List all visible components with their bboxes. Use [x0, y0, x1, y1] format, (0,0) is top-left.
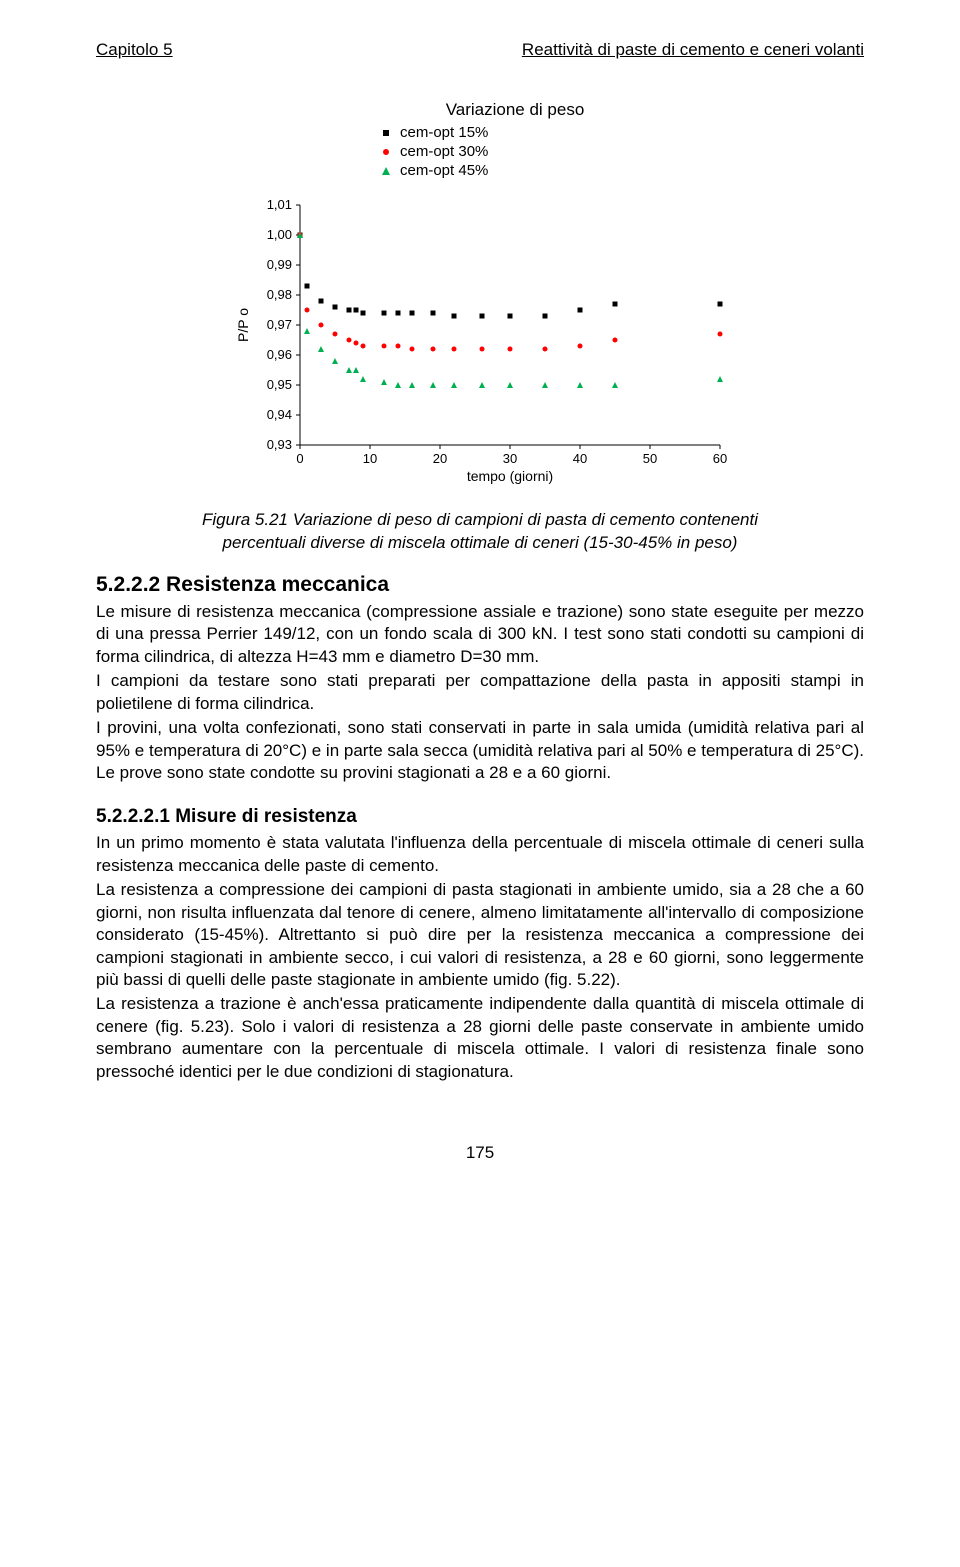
svg-text:0,95: 0,95 — [267, 377, 292, 392]
page-header: Capitolo 5 Reattività di paste di cement… — [96, 40, 864, 60]
section-p1: Le misure di resistenza meccanica (compr… — [96, 601, 864, 668]
svg-text:40: 40 — [573, 451, 587, 466]
section-p3: I provini, una volta confezionati, sono … — [96, 717, 864, 784]
page-number: 175 — [96, 1143, 864, 1163]
subsection-p2: La resistenza a compressione dei campion… — [96, 879, 864, 991]
legend-label-0: cem-opt 15% — [400, 124, 488, 141]
legend-item-2: cem-opt 45% — [380, 162, 760, 179]
svg-text:30: 30 — [503, 451, 517, 466]
svg-text:0,99: 0,99 — [267, 257, 292, 272]
svg-text:1,00: 1,00 — [267, 227, 292, 242]
figure-caption: Figura 5.21 Variazione di peso di campio… — [176, 509, 784, 555]
chart-legend: cem-opt 15% cem-opt 30% cem-opt 45% — [380, 124, 760, 179]
header-right: Reattività di paste di cemento e ceneri … — [522, 40, 864, 60]
weight-variation-chart: Variazione di peso cem-opt 15% cem-opt 3… — [200, 100, 760, 485]
svg-text:0,94: 0,94 — [267, 407, 292, 422]
legend-label-1: cem-opt 30% — [400, 143, 488, 160]
legend-item-0: cem-opt 15% — [380, 124, 760, 141]
svg-text:20: 20 — [433, 451, 447, 466]
svg-text:tempo (giorni): tempo (giorni) — [467, 468, 553, 484]
svg-text:P/P o: P/P o — [235, 308, 251, 342]
section-heading: 5.2.2.2 Resistenza meccanica — [96, 573, 864, 597]
subsection-p3: La resistenza a trazione è anch'essa pra… — [96, 993, 864, 1083]
svg-text:0: 0 — [296, 451, 303, 466]
square-icon — [380, 127, 392, 139]
svg-text:0,98: 0,98 — [267, 287, 292, 302]
svg-text:0,93: 0,93 — [267, 437, 292, 452]
svg-text:0,97: 0,97 — [267, 317, 292, 332]
svg-text:60: 60 — [713, 451, 727, 466]
svg-text:10: 10 — [363, 451, 377, 466]
chart-title: Variazione di peso — [270, 100, 760, 120]
svg-text:0,96: 0,96 — [267, 347, 292, 362]
legend-item-1: cem-opt 30% — [380, 143, 760, 160]
section-p2: I campioni da testare sono stati prepara… — [96, 670, 864, 715]
svg-text:1,01: 1,01 — [267, 197, 292, 212]
svg-text:50: 50 — [643, 451, 657, 466]
subsection-heading: 5.2.2.2.1 Misure di resistenza — [96, 806, 864, 828]
subsection-p1: In un primo momento è stata valutata l'i… — [96, 832, 864, 877]
chart-svg: 0,93 0,94 0,95 0,96 0,97 0,98 0,99 1,00 1,01 0 10 2… — [230, 185, 730, 485]
triangle-icon — [380, 165, 392, 177]
header-left: Capitolo 5 — [96, 40, 173, 60]
circle-icon — [380, 146, 392, 158]
legend-label-2: cem-opt 45% — [400, 162, 488, 179]
